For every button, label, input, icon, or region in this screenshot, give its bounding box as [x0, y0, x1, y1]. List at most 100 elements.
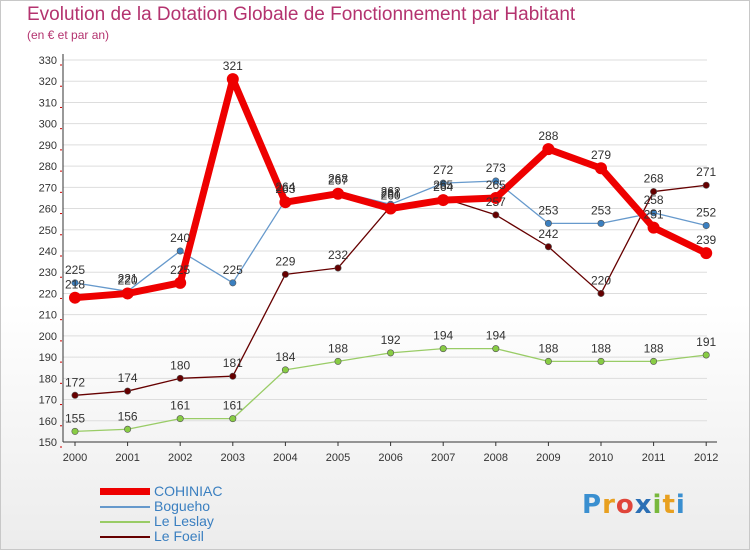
data-label: 258	[644, 193, 664, 207]
data-label: 232	[328, 248, 348, 262]
data-label: 240	[170, 231, 190, 245]
legend-item-bogueho[interactable]: Bogueho	[100, 499, 340, 514]
y-tick-label: 300	[39, 119, 57, 131]
data-label: 273	[486, 161, 506, 175]
data-label: 156	[118, 409, 138, 423]
chart-subtitle: (en € et par an)	[27, 28, 110, 42]
y-tick-label: 210	[39, 310, 57, 322]
data-point	[439, 345, 447, 353]
x-tick-label: 2000	[63, 452, 87, 464]
data-label: 253	[591, 203, 611, 217]
data-point	[229, 372, 237, 380]
data-point	[176, 374, 184, 382]
y-tick-label: 290	[39, 140, 57, 152]
data-label: 180	[170, 358, 190, 372]
legend-item-cohiniac[interactable]: COHINIAC	[100, 484, 340, 499]
y-tick-label: 170	[39, 395, 57, 407]
legend-swatch-le-leslay	[100, 521, 150, 523]
series-le-leslay	[71, 345, 710, 435]
x-tick-label: 2002	[168, 452, 192, 464]
data-point	[595, 162, 607, 175]
data-label: 288	[538, 129, 558, 143]
data-label: 188	[644, 341, 664, 355]
data-label: 192	[381, 333, 401, 347]
data-point	[176, 415, 184, 423]
data-point	[176, 247, 184, 255]
data-label: 218	[65, 278, 85, 292]
data-label: 253	[538, 203, 558, 217]
y-tick-label: 150	[39, 437, 57, 449]
data-point	[281, 366, 289, 374]
data-label: 220	[591, 273, 611, 287]
legend-item-le-leslay[interactable]: Le Leslay	[100, 514, 340, 529]
data-label: 220	[118, 273, 138, 287]
data-point	[544, 357, 552, 365]
data-point	[439, 179, 447, 187]
y-tick-label: 270	[39, 182, 57, 194]
data-label: 279	[591, 148, 611, 162]
data-label: 188	[328, 341, 348, 355]
legend-swatch-le-foeil	[100, 536, 150, 538]
data-point	[226, 73, 239, 86]
data-point	[597, 357, 605, 365]
y-tick-label: 190	[39, 352, 57, 364]
data-point	[650, 357, 658, 365]
data-point	[229, 279, 237, 287]
y-tick-label: 230	[39, 267, 57, 279]
data-label: 225	[170, 263, 190, 277]
data-point	[647, 221, 660, 234]
data-point	[281, 270, 289, 278]
x-tick-label: 2010	[589, 452, 613, 464]
data-point	[700, 247, 713, 260]
data-point	[597, 289, 605, 297]
y-tick-label: 180	[39, 373, 57, 385]
legend-label-le-foeil: Le Foeil	[154, 528, 204, 544]
y-tick-label: 320	[39, 76, 57, 88]
data-point	[334, 357, 342, 365]
data-label: 188	[538, 341, 558, 355]
series-cohiniac	[69, 73, 713, 304]
y-tick-label: 220	[39, 288, 57, 300]
legend: COHINIAC Bogueho Le Leslay Le Foeil	[100, 484, 340, 544]
data-label: 260	[381, 189, 401, 203]
data-labels-bogueho: 225 221 240 225 264 268 262 272 273 253 253 258 252	[65, 161, 717, 285]
data-point	[279, 196, 292, 209]
y-tick-label: 280	[39, 161, 57, 173]
data-label: 229	[275, 254, 295, 268]
data-point	[702, 181, 710, 189]
y-tick-label: 200	[39, 331, 57, 343]
data-label: 257	[486, 195, 506, 209]
data-label: 321	[223, 59, 243, 73]
data-point	[492, 177, 500, 185]
data-label: 272	[433, 163, 453, 177]
data-label: 161	[170, 399, 190, 413]
data-label: 265	[433, 178, 453, 192]
x-tick-label: 2001	[115, 452, 139, 464]
data-point	[437, 194, 450, 207]
x-tick-label: 2009	[536, 452, 560, 464]
proxiti-logo: Proxiti	[582, 490, 686, 520]
legend-label-cohiniac: COHINIAC	[154, 483, 223, 499]
data-labels-le-leslay: 155 156 161 161 184 188 192 194 194 188 188 188 191	[65, 329, 717, 426]
legend-label-le-leslay: Le Leslay	[154, 513, 214, 529]
data-point	[544, 243, 552, 251]
data-label: 252	[696, 206, 716, 220]
data-point	[702, 351, 710, 359]
chart-title: Evolution de la Dotation Globale de Fonc…	[27, 4, 576, 25]
data-label: 262	[381, 184, 401, 198]
data-point	[489, 191, 502, 204]
data-label: 265	[486, 178, 506, 192]
data-point	[71, 279, 79, 287]
data-point	[492, 211, 500, 219]
y-tick-label: 240	[39, 246, 57, 258]
legend-item-le-foeil[interactable]: Le Foeil	[100, 529, 340, 544]
data-label: 261	[381, 186, 401, 200]
x-tick-label: 2008	[484, 452, 508, 464]
legend-label-bogueho: Bogueho	[154, 498, 211, 514]
data-point	[384, 202, 397, 215]
data-label: 239	[696, 233, 716, 247]
data-point	[229, 415, 237, 423]
y-tick-label: 250	[39, 225, 57, 237]
